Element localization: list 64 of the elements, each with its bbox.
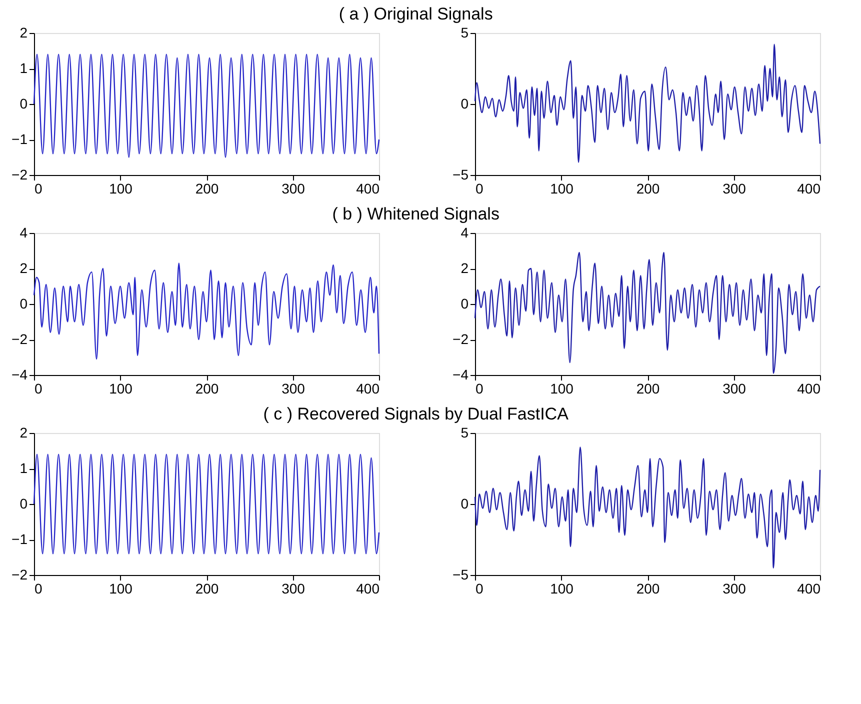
x-tick-label: 100 [109, 580, 133, 596]
line-series [33, 54, 380, 158]
y-tick-label: −5 [452, 166, 469, 182]
y-tick-label: 2 [20, 24, 28, 40]
y-tick-label: −2 [12, 331, 28, 347]
x-tick-label: 200 [195, 380, 219, 396]
y-tick-label: −5 [452, 566, 469, 582]
x-tick-label: 400 [797, 180, 821, 196]
x-tick-label: 300 [722, 180, 746, 196]
y-tick-label: 2 [20, 424, 28, 440]
x-tick-label: 100 [109, 180, 133, 196]
x-tick-label: 200 [636, 180, 660, 196]
y-tick-label: −1 [12, 131, 28, 147]
x-tick-label: 300 [282, 380, 306, 396]
y-tick-label: 1 [20, 460, 28, 476]
x-tick-label: 400 [797, 380, 821, 396]
line-series [33, 454, 380, 554]
y-tick-label: 4 [20, 224, 28, 240]
y-tick-label: 0 [460, 96, 469, 112]
y-tick-label: 0 [20, 96, 28, 112]
y-tick-label: 0 [460, 296, 469, 312]
x-tick-label: 0 [476, 580, 484, 596]
x-tick-label: 400 [797, 580, 821, 596]
text: ( b ) Whitened Signals [332, 204, 500, 224]
y-tick-label: 0 [20, 296, 28, 312]
y-tick-label: −4 [452, 366, 469, 382]
line-series [33, 262, 380, 360]
x-tick-label: 100 [550, 580, 574, 596]
x-tick-label: 0 [476, 380, 484, 396]
x-tick-label: 300 [722, 380, 746, 396]
x-tick-label: 100 [550, 180, 574, 196]
text: ( a ) Original Signals [338, 4, 493, 24]
x-tick-label: 300 [282, 180, 306, 196]
y-tick-label: 0 [20, 496, 28, 512]
x-tick-label: 300 [282, 580, 306, 596]
y-tick-label: 0 [460, 496, 469, 512]
y-tick-label: 4 [460, 224, 469, 240]
x-tick-label: 100 [550, 380, 574, 396]
x-tick-label: 400 [356, 180, 380, 196]
x-tick-label: 200 [636, 380, 660, 396]
y-tick-label: 1 [20, 60, 28, 76]
x-tick-label: 200 [195, 180, 219, 196]
y-tick-label: 2 [20, 260, 28, 276]
x-tick-label: 400 [356, 580, 380, 596]
y-tick-label: −4 [12, 366, 28, 382]
y-tick-label: −2 [12, 166, 28, 182]
y-tick-label: 5 [460, 24, 469, 40]
y-tick-label: −2 [12, 566, 28, 582]
x-tick-label: 100 [109, 380, 133, 396]
x-tick-label: 200 [195, 580, 219, 596]
x-tick-label: 200 [636, 580, 660, 596]
line-series [474, 446, 821, 568]
y-tick-label: −2 [452, 331, 469, 347]
x-tick-label: 0 [34, 380, 42, 396]
y-tick-label: −1 [12, 531, 28, 547]
y-tick-label: 5 [460, 424, 469, 440]
line-series [474, 44, 821, 163]
text: ( c ) Recovered Signals by Dual FastICA [263, 404, 570, 424]
x-tick-label: 0 [34, 580, 42, 596]
x-tick-label: 300 [722, 580, 746, 596]
x-tick-label: 400 [356, 380, 380, 396]
x-tick-label: 0 [34, 180, 42, 196]
x-tick-label: 0 [476, 180, 484, 196]
y-tick-label: 2 [460, 260, 469, 276]
